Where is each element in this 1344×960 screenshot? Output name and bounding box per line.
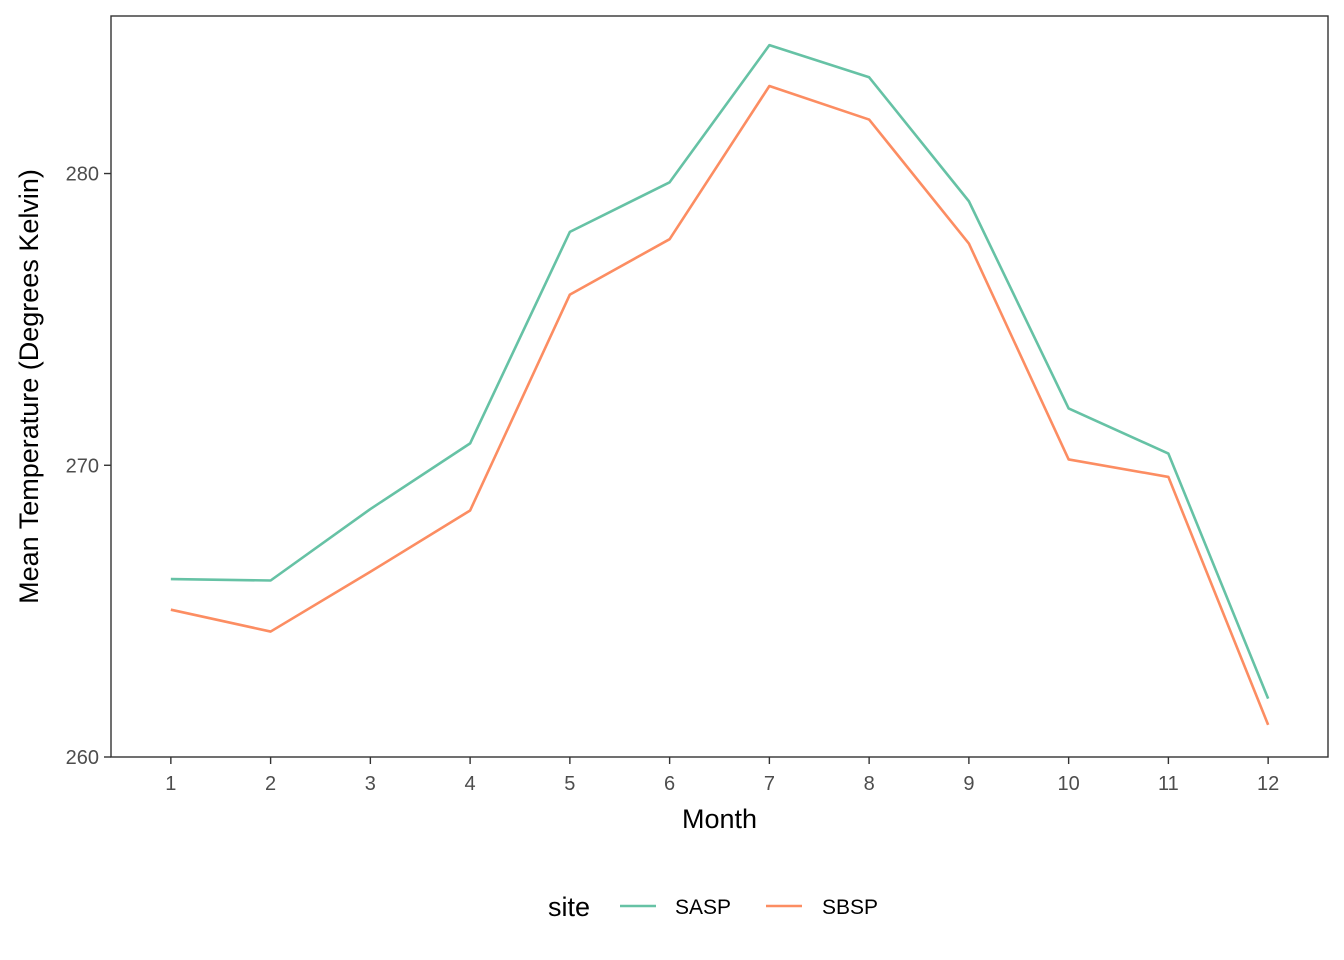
x-tick-label: 4 <box>465 773 476 795</box>
x-tick-label: 2 <box>265 773 276 795</box>
y-tick-label: 280 <box>66 164 99 186</box>
x-tick-label: 1 <box>165 773 176 795</box>
series-line-sbsp <box>170 84 1270 726</box>
legend-title: site <box>548 892 590 922</box>
x-axis-title: Month <box>682 804 757 834</box>
x-tick-label: 12 <box>1257 773 1279 795</box>
plot-panel-border <box>110 15 1329 758</box>
x-tick-label: 10 <box>1058 773 1080 795</box>
x-tick-label: 9 <box>963 773 974 795</box>
y-tick-label: 270 <box>66 455 99 477</box>
y-tick-label: 260 <box>66 747 99 769</box>
x-tick-label: 8 <box>864 773 875 795</box>
x-tick-label: 3 <box>365 773 376 795</box>
x-tick-label: 5 <box>564 773 575 795</box>
x-tick-label: 7 <box>764 773 775 795</box>
x-tick-label: 11 <box>1158 773 1179 795</box>
x-axis: 1 2 3 4 5 6 7 8 9 10 11 12 <box>165 757 1279 795</box>
legend-label-sbsp: SBSP <box>822 896 878 919</box>
series-layer <box>170 43 1270 726</box>
y-axis: 260 270 280 <box>66 164 111 769</box>
legend: site SASP SBSP <box>548 892 878 922</box>
x-tick-label: 6 <box>664 773 675 795</box>
legend-label-sasp: SASP <box>675 896 731 919</box>
series-line-sasp <box>170 43 1270 700</box>
y-axis-title: Mean Temperature (Degrees Kelvin) <box>14 169 44 604</box>
